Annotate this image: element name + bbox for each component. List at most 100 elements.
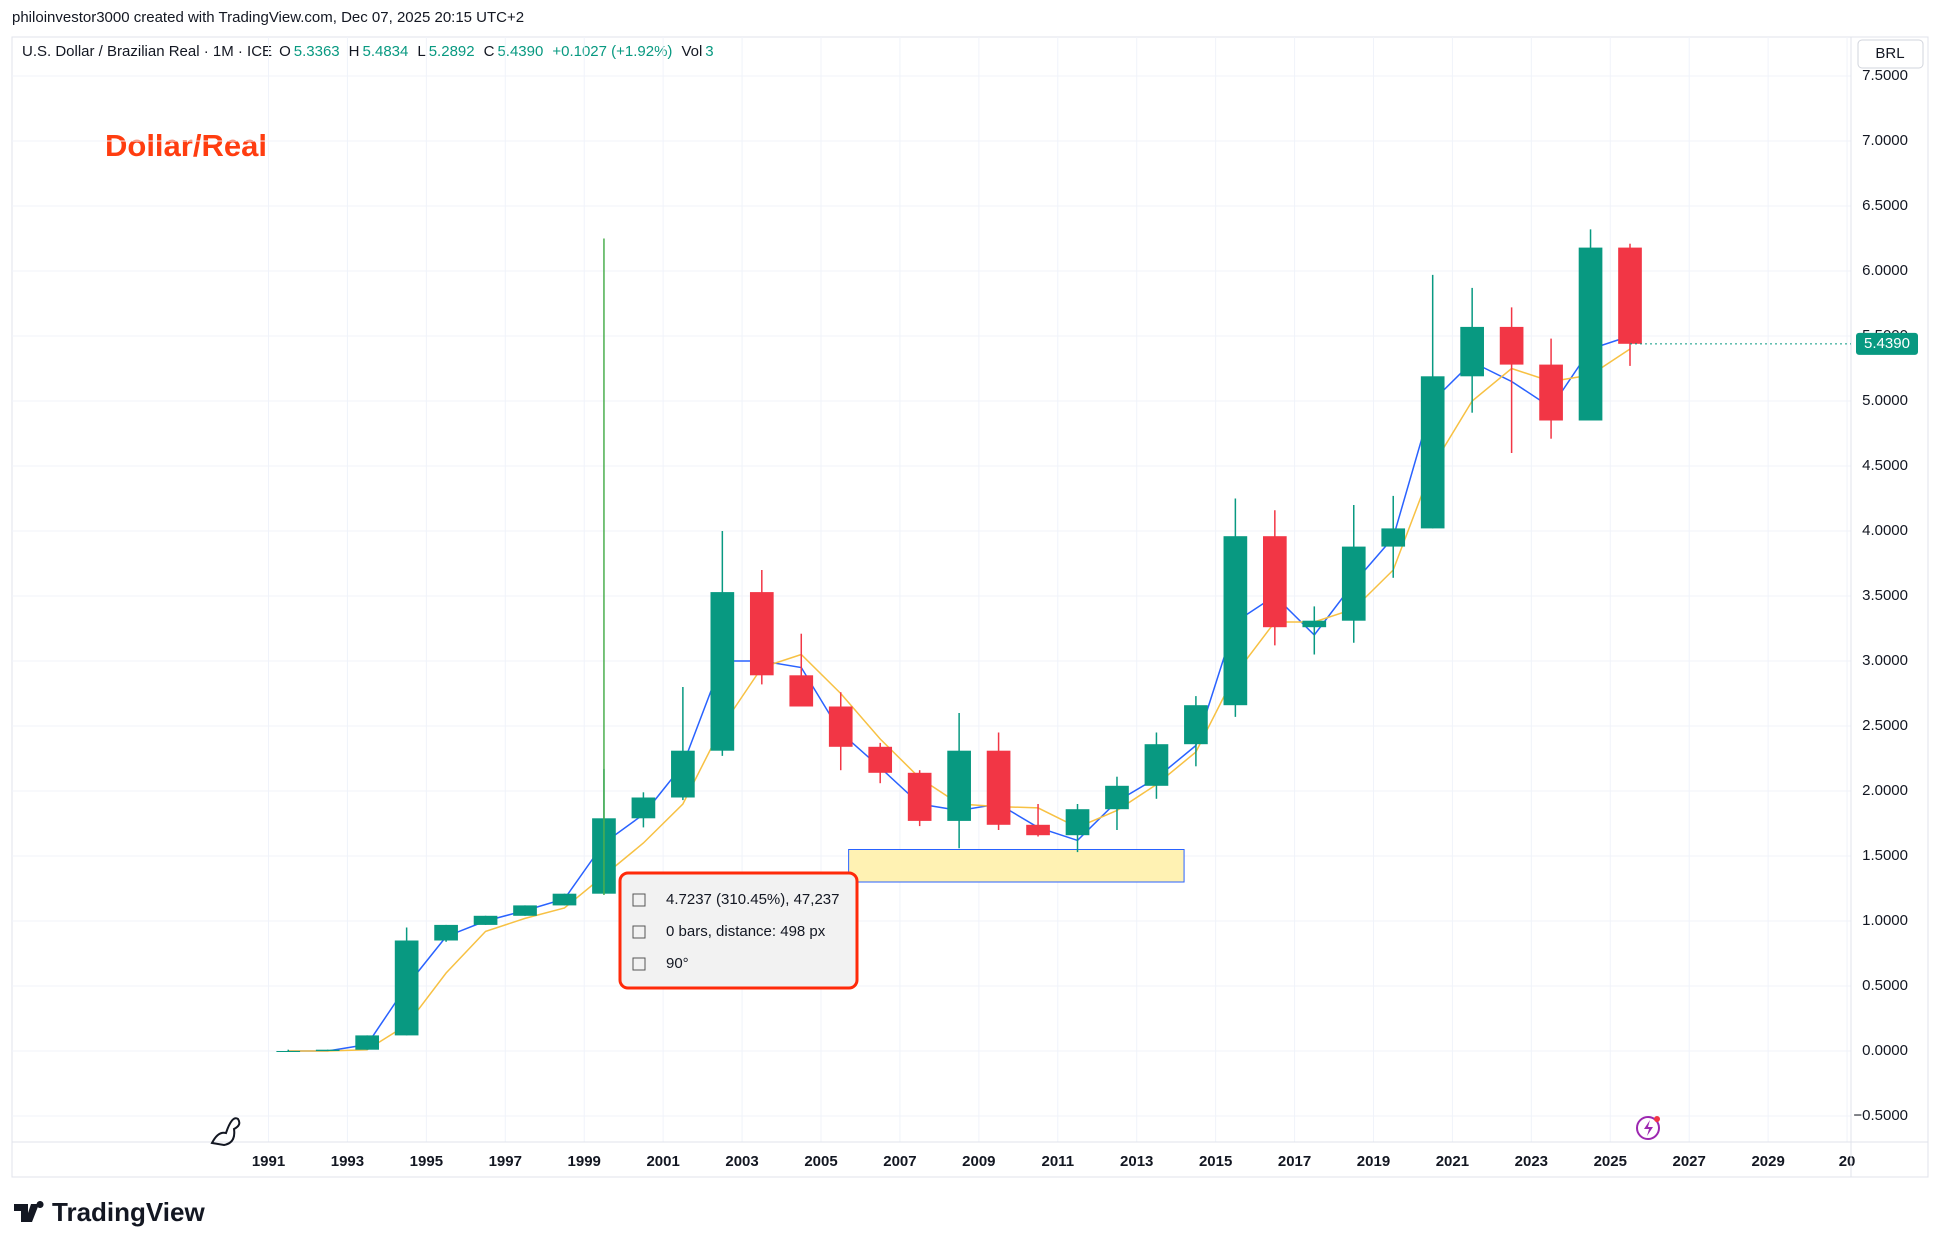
y-tick-label: 6.5000 <box>1862 197 1908 214</box>
y-tick-label: 0.5000 <box>1862 977 1908 994</box>
y-tick-label: 1.5000 <box>1862 847 1908 864</box>
x-tick-label: 2027 <box>1673 1153 1706 1170</box>
y-tick-label: 3.5000 <box>1862 587 1908 604</box>
y-tick-label: −0.5000 <box>1853 1107 1908 1124</box>
y-tick-label: 2.0000 <box>1862 782 1908 799</box>
brand: TradingView <box>52 1197 205 1227</box>
change: +0.1027 (+1.92%) <box>552 43 672 60</box>
ohlc-label: L <box>417 43 425 60</box>
x-tick-label: 2013 <box>1120 1153 1153 1170</box>
candle-body <box>513 905 537 916</box>
y-tick-label: 6.0000 <box>1862 262 1908 279</box>
y-tick-label: 7.0000 <box>1862 132 1908 149</box>
x-tick-label: 2015 <box>1199 1153 1232 1170</box>
ohlc-value: 5.4834 <box>362 43 408 60</box>
price-tag <box>1856 332 1918 355</box>
x-tick-label: 2017 <box>1278 1153 1311 1170</box>
y-tick-label: 1.0000 <box>1862 912 1908 929</box>
candle-body <box>552 893 577 906</box>
annotation: Dollar/Real <box>105 128 267 163</box>
x-tick-label: 1991 <box>252 1153 285 1170</box>
tooltip-line: 0 bars, distance: 498 px <box>666 923 826 940</box>
dino-icon <box>210 1117 241 1147</box>
tooltip-line: 4.7237 (310.45%), 47,237 <box>666 891 839 908</box>
x-tick-label: 2007 <box>883 1153 916 1170</box>
candle-body <box>1341 546 1366 621</box>
ohlc-label: H <box>349 43 360 60</box>
x-tick-label: 20 <box>1839 1153 1856 1170</box>
x-tick-label: 1995 <box>410 1153 443 1170</box>
x-tick-label: 2001 <box>646 1153 679 1170</box>
candle-body <box>1144 744 1169 786</box>
candle-body <box>1381 528 1406 547</box>
volume-label: Vol <box>681 43 702 60</box>
x-tick-label: 2025 <box>1594 1153 1627 1170</box>
x-tick-label: 2029 <box>1751 1153 1784 1170</box>
y-tick-label: 0.0000 <box>1862 1042 1908 1059</box>
tooltip-icon <box>632 925 646 939</box>
ohlc-label: O <box>279 43 291 60</box>
candle-body <box>1184 705 1208 745</box>
price-tag-label: 5.4390 <box>1864 335 1910 352</box>
candle-body <box>710 592 735 751</box>
tooltip-icon <box>632 893 646 907</box>
tooltip-icon <box>632 957 646 971</box>
x-tick-label: 2005 <box>804 1153 837 1170</box>
ohlc-label: C <box>484 43 495 60</box>
ohlc-value: 5.3363 <box>294 43 340 60</box>
candle-body <box>947 750 971 821</box>
candle-body <box>473 915 498 925</box>
candle-body <box>1420 376 1445 529</box>
candle-body <box>434 924 458 941</box>
currency: BRL <box>1875 45 1904 62</box>
symbol-title: U.S. Dollar / Brazilian Real · 1M · ICE <box>22 43 272 60</box>
candle-body <box>1223 536 1248 706</box>
ohlc-value: 5.2892 <box>429 43 475 60</box>
x-tick-label: 1999 <box>568 1153 601 1170</box>
x-tick-label: 2009 <box>962 1153 995 1170</box>
x-tick-label: 1997 <box>489 1153 522 1170</box>
candle-body <box>1618 247 1642 344</box>
x-tick-label: 2023 <box>1515 1153 1548 1170</box>
candle-body <box>315 1049 340 1051</box>
candle-body <box>907 772 932 821</box>
y-tick-label: 4.5000 <box>1862 457 1908 474</box>
candle-body <box>789 675 814 707</box>
candle-body <box>749 592 774 676</box>
currency-box <box>1857 39 1924 69</box>
candle-body <box>276 1051 301 1052</box>
candle-body <box>828 706 853 747</box>
candle-body <box>1065 809 1090 836</box>
highlight-box <box>848 849 1185 883</box>
tooltip-line: 90° <box>666 955 689 972</box>
volume: 3 <box>705 43 713 60</box>
candle-body <box>631 797 656 819</box>
candle-body <box>355 1035 380 1050</box>
candle-body <box>1026 824 1050 836</box>
y-tick-label: 5.0000 <box>1862 392 1908 409</box>
x-tick-label: 2011 <box>1042 1153 1075 1170</box>
x-tick-label: 2021 <box>1436 1153 1469 1170</box>
candle-body <box>671 750 695 798</box>
credit: philoinvestor3000 created with TradingVi… <box>12 9 524 26</box>
y-tick-label: 3.0000 <box>1862 652 1908 669</box>
event-bolt <box>1644 1120 1653 1136</box>
ohlc-value: 5.4390 <box>497 43 543 60</box>
candle-body <box>1578 247 1603 421</box>
candle-body <box>1460 326 1484 377</box>
candle-body <box>868 746 893 773</box>
candle-body <box>1539 364 1563 421</box>
candle-body <box>1499 326 1524 365</box>
y-tick-label: 4.0000 <box>1862 522 1908 539</box>
chart-frame <box>11 36 1929 1178</box>
y-tick-label: 2.5000 <box>1862 717 1908 734</box>
x-tick-label: 1993 <box>331 1153 364 1170</box>
event-dot <box>1654 1116 1660 1122</box>
candle-body <box>1105 785 1129 810</box>
measure-tooltip <box>618 871 859 990</box>
candle-body <box>1302 620 1327 628</box>
x-tick-label: 2019 <box>1357 1153 1390 1170</box>
event-icon <box>1636 1116 1660 1140</box>
